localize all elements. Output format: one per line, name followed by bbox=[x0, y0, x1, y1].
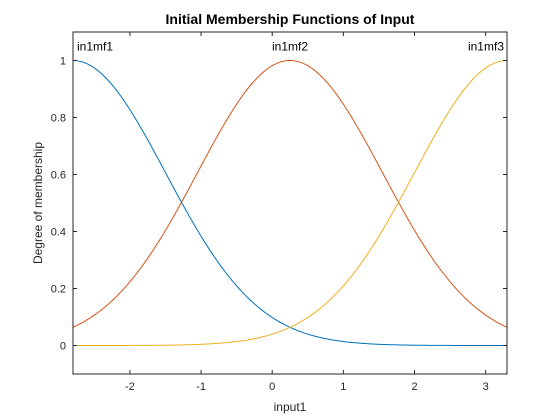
y-tick-label: 1 bbox=[60, 56, 66, 68]
x-tick-label: -1 bbox=[196, 381, 206, 393]
y-tick-label: 0.8 bbox=[51, 113, 66, 125]
series-lines bbox=[72, 59, 508, 346]
mf-label-in1mf3: in1mf3 bbox=[468, 39, 504, 53]
mf-labels: in1mf1 in1mf2 in1mf3 bbox=[77, 39, 504, 53]
x-tick-label: 0 bbox=[269, 381, 275, 393]
plot-background bbox=[73, 32, 507, 374]
y-tick-label: 0.2 bbox=[51, 284, 66, 296]
x-tick-label: -2 bbox=[125, 381, 135, 393]
y-tick-label: 0.4 bbox=[51, 227, 66, 239]
x-tick-label: 3 bbox=[483, 381, 489, 393]
chart-title: Initial Membership Functions of Input bbox=[166, 11, 415, 27]
mf-label-in1mf2: in1mf2 bbox=[272, 39, 308, 53]
plot-frame bbox=[72, 31, 508, 375]
y-axis-ticks: 0 0.2 0.4 0.6 0.8 1 bbox=[51, 56, 507, 353]
y-axis-label: Degree of membership bbox=[31, 142, 45, 264]
x-axis-ticks: -2 -1 0 1 2 3 bbox=[125, 32, 489, 393]
x-tick-label: 1 bbox=[340, 381, 346, 393]
mf-label-in1mf1: in1mf1 bbox=[77, 39, 113, 53]
x-tick-label: 2 bbox=[411, 381, 417, 393]
x-axis-label: input1 bbox=[274, 400, 307, 414]
y-tick-label: 0 bbox=[60, 341, 66, 353]
y-tick-label: 0.6 bbox=[51, 170, 66, 182]
series-line-in1mf2 bbox=[72, 59, 508, 328]
series-line-in1mf3 bbox=[72, 60, 508, 346]
